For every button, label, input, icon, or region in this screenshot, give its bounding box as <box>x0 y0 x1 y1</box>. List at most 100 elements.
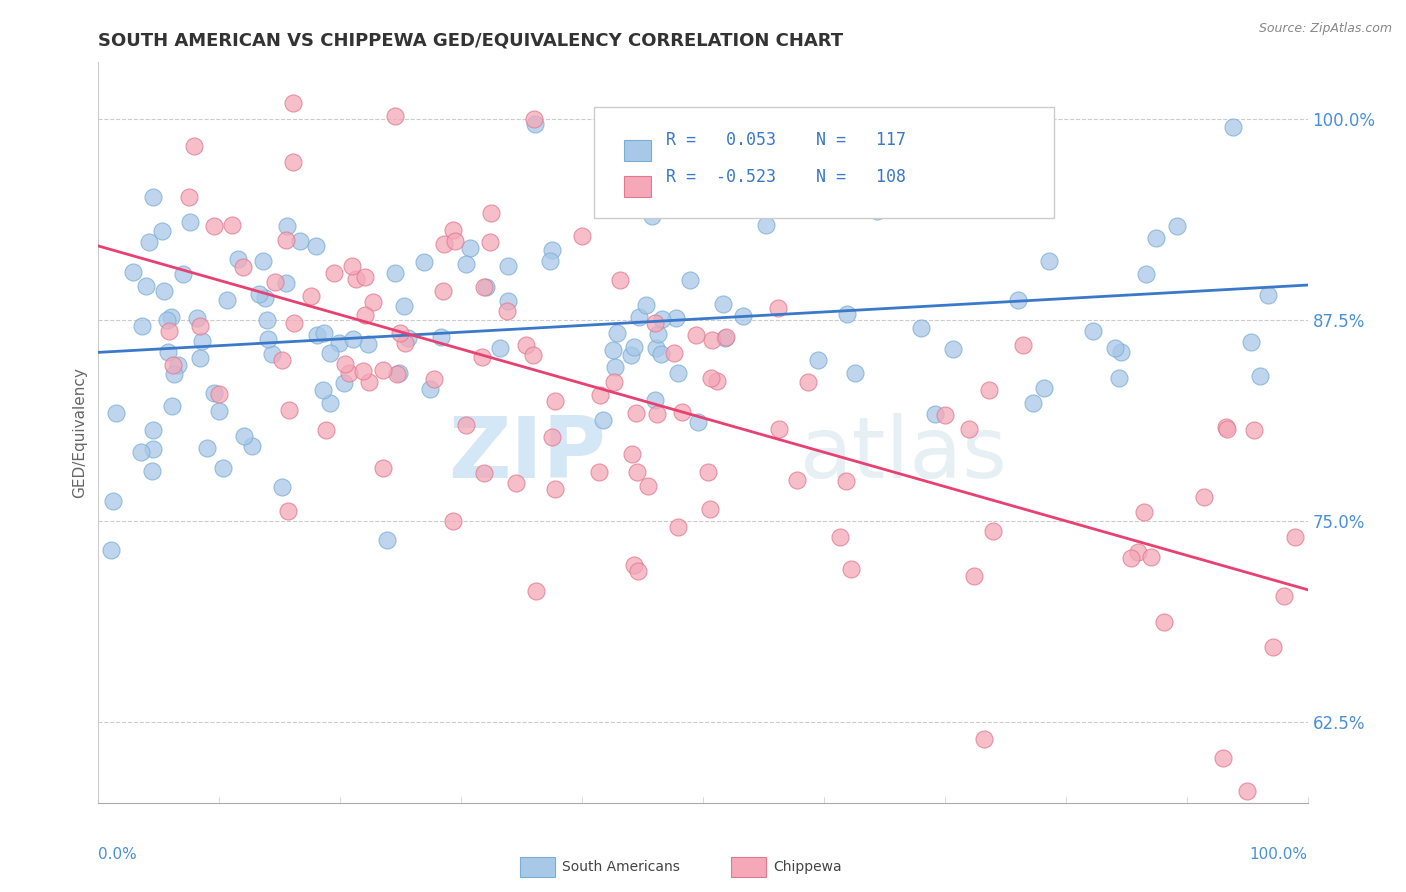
Point <box>354 308 377 322</box>
Point <box>105 406 128 420</box>
Point <box>167 358 190 372</box>
Point <box>276 233 298 247</box>
Point <box>454 417 477 432</box>
Point <box>392 300 415 314</box>
Point <box>981 524 1004 538</box>
Point <box>679 273 702 287</box>
Point <box>312 326 335 340</box>
Point <box>471 351 494 365</box>
Point <box>479 205 502 219</box>
Point <box>1284 530 1306 544</box>
Point <box>755 218 778 232</box>
Point <box>489 341 512 355</box>
Text: R =  -0.523    N =   108: R = -0.523 N = 108 <box>665 169 905 186</box>
Point <box>384 266 406 280</box>
Text: atlas: atlas <box>800 413 1008 496</box>
Point <box>1272 589 1295 603</box>
Point <box>665 311 688 326</box>
Point <box>1104 341 1126 355</box>
Point <box>172 267 194 281</box>
Point <box>1144 231 1167 245</box>
Point <box>290 234 312 248</box>
Point <box>260 347 283 361</box>
Point <box>256 332 278 346</box>
Point <box>328 336 350 351</box>
Point <box>356 337 378 351</box>
Point <box>423 372 446 386</box>
Point <box>807 352 830 367</box>
Point <box>131 318 153 333</box>
Point <box>942 342 965 356</box>
Point <box>1038 254 1060 268</box>
FancyBboxPatch shape <box>595 107 1053 218</box>
Point <box>1133 505 1156 519</box>
Point <box>361 295 384 310</box>
Point <box>634 298 657 312</box>
Point <box>387 367 409 381</box>
Point <box>305 328 328 343</box>
Point <box>924 408 946 422</box>
Point <box>202 386 225 401</box>
Point <box>156 313 179 327</box>
Point <box>541 244 564 258</box>
Point <box>647 327 669 342</box>
Point <box>342 332 364 346</box>
Point <box>538 254 561 268</box>
Point <box>337 366 360 380</box>
Point <box>183 139 205 153</box>
Point <box>1135 268 1157 282</box>
Point <box>344 272 367 286</box>
Point <box>844 366 866 380</box>
Point <box>786 473 808 487</box>
Point <box>524 117 547 131</box>
Point <box>671 405 693 419</box>
Point <box>252 254 274 268</box>
Point <box>319 396 342 410</box>
Point <box>768 422 790 436</box>
Point <box>240 439 263 453</box>
Point <box>432 284 454 298</box>
Point <box>1140 549 1163 564</box>
Point <box>934 408 956 422</box>
Point <box>142 190 165 204</box>
Point <box>714 331 737 345</box>
Point <box>247 287 270 301</box>
Point <box>305 239 328 253</box>
Point <box>142 442 165 456</box>
Point <box>1212 750 1234 764</box>
Point <box>100 543 122 558</box>
Point <box>702 333 724 347</box>
Point <box>478 235 501 249</box>
Y-axis label: GED/Equivalency: GED/Equivalency <box>72 368 87 498</box>
Point <box>217 293 239 307</box>
Point <box>1243 423 1265 437</box>
Point <box>666 366 689 380</box>
Point <box>135 279 157 293</box>
Point <box>475 280 498 294</box>
Point <box>744 179 766 194</box>
Point <box>610 158 633 172</box>
Point <box>544 393 567 408</box>
Point <box>283 155 305 169</box>
Point <box>186 310 208 325</box>
FancyBboxPatch shape <box>624 176 651 197</box>
Point <box>315 423 337 437</box>
Point <box>101 494 124 508</box>
Point <box>602 343 624 357</box>
Point <box>474 466 496 480</box>
Text: ZIP: ZIP <box>449 413 606 496</box>
Point <box>162 359 184 373</box>
Point <box>340 259 363 273</box>
Point <box>1240 335 1263 350</box>
Point <box>1192 490 1215 504</box>
Point <box>388 366 411 380</box>
Point <box>208 387 231 401</box>
Point <box>515 338 537 352</box>
Point <box>541 430 564 444</box>
Point <box>498 294 520 309</box>
Point <box>160 310 183 324</box>
Point <box>188 318 211 333</box>
Point <box>623 558 645 573</box>
Point <box>1216 421 1239 435</box>
Point <box>696 465 718 479</box>
